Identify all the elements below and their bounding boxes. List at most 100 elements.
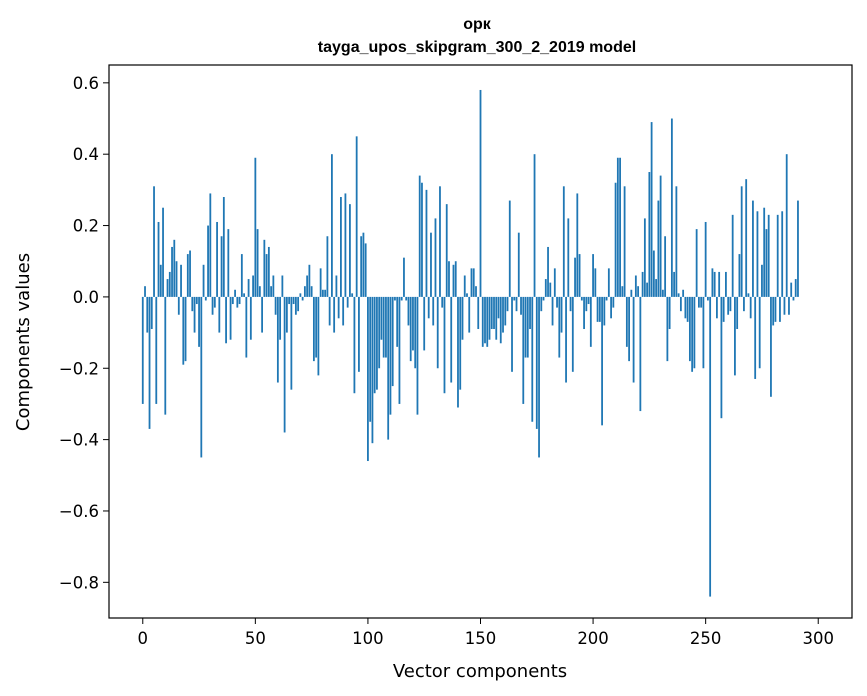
bar [792,296,795,301]
bar [358,296,360,372]
bar [544,279,547,297]
bar [607,268,610,297]
bar [249,296,252,340]
bar [506,296,509,312]
bar [571,296,574,372]
x-tick-label: 50 [245,629,266,648]
bar [344,193,347,297]
bar [567,218,570,297]
bar [767,214,770,297]
bar [763,207,766,297]
bar [729,296,732,312]
bar [240,254,243,297]
bar [612,296,615,308]
bar [693,296,696,369]
bar [238,296,241,305]
bar [616,157,619,297]
bar [355,136,358,297]
x-tick-label: 0 [138,629,149,648]
bar [326,236,329,297]
bar [783,296,786,315]
bar [779,296,781,322]
bar [585,296,588,312]
bar [756,211,759,297]
bar [367,296,369,462]
bar [227,229,230,297]
bar [389,296,392,415]
bar [150,296,153,330]
bar [182,296,185,365]
x-axis-label: Vector components [393,661,567,682]
bar [452,264,455,297]
bar [394,296,396,301]
bar [243,293,245,297]
bar [569,296,572,312]
bar [495,296,498,340]
bar [648,172,651,297]
bar [623,186,626,297]
y-tick-label: −0.6 [59,502,99,521]
bar [461,296,464,340]
bar [256,229,259,297]
bar [360,236,363,297]
bar [195,296,198,305]
bar [711,268,714,297]
bar [479,89,482,297]
bar [220,236,223,297]
bar [421,182,423,297]
bar [283,296,286,433]
bar [547,246,549,297]
bar [245,296,248,358]
bar [475,286,477,297]
bar [725,271,727,297]
bar [209,193,212,297]
bar [707,296,709,301]
bar [459,296,462,390]
bar [511,296,513,372]
bar [614,182,617,297]
bar [207,225,209,297]
bar [279,296,282,340]
bar [603,296,606,326]
bar [481,296,484,347]
y-tick-label: 0.6 [73,74,99,93]
bar [655,279,658,297]
bar [583,296,585,330]
bar [529,296,531,330]
bar [186,254,189,297]
bar [396,296,399,347]
bar [515,296,518,312]
bar [524,296,527,358]
bar [457,296,459,408]
bar [400,296,403,301]
bar [285,296,288,333]
bar [272,275,275,297]
bar [556,296,558,308]
bar [794,279,797,297]
bar [436,296,439,369]
y-tick-label: −0.8 [59,573,99,592]
bar [155,296,158,404]
bar [225,296,227,344]
y-tick-label: 0.2 [73,217,99,236]
bar [502,296,504,333]
bar [333,296,336,333]
bar [144,286,146,297]
bar [211,296,214,315]
bar [317,296,320,376]
bar [319,268,322,297]
bar [610,296,612,319]
bar [409,296,412,362]
x-tick-label: 200 [577,629,609,648]
bar [263,239,266,297]
bar [761,264,763,297]
bar [691,296,694,372]
bar [252,275,254,297]
bar [488,296,491,340]
bar [574,257,576,297]
bar [688,296,691,362]
bar [605,296,608,301]
bar [294,296,297,315]
bar [754,296,757,379]
